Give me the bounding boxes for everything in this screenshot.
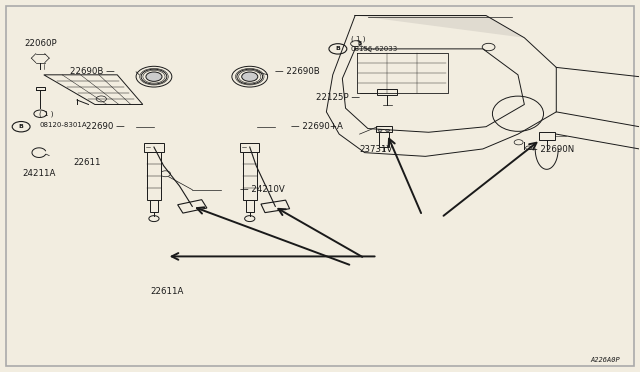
Text: 08120-8301A: 08120-8301A xyxy=(39,122,86,128)
Text: — 22690N: — 22690N xyxy=(529,145,575,154)
Text: — 24210V: — 24210V xyxy=(240,185,285,194)
Circle shape xyxy=(232,66,268,87)
Bar xyxy=(240,143,259,151)
Text: 22060P: 22060P xyxy=(24,39,56,48)
Circle shape xyxy=(34,110,47,118)
Circle shape xyxy=(12,122,30,132)
Text: — 22690B: — 22690B xyxy=(275,67,320,76)
Text: B: B xyxy=(19,124,24,129)
Circle shape xyxy=(141,69,167,84)
Circle shape xyxy=(96,96,106,102)
Circle shape xyxy=(161,171,171,177)
Circle shape xyxy=(386,129,390,132)
Text: 23731V: 23731V xyxy=(360,145,393,154)
Circle shape xyxy=(244,216,255,222)
Circle shape xyxy=(482,43,495,51)
Bar xyxy=(150,201,158,212)
Bar xyxy=(36,87,45,90)
Text: 22611A: 22611A xyxy=(150,287,184,296)
Bar xyxy=(539,132,555,140)
Text: — 22690+A: — 22690+A xyxy=(291,122,343,131)
Polygon shape xyxy=(44,75,143,105)
Bar xyxy=(145,143,164,151)
Polygon shape xyxy=(178,200,207,213)
Bar xyxy=(246,201,254,212)
Circle shape xyxy=(351,41,361,46)
Text: B: B xyxy=(335,46,340,51)
Text: ( 1 ): ( 1 ) xyxy=(351,35,365,42)
Text: B: B xyxy=(358,41,362,46)
Circle shape xyxy=(149,216,159,222)
Circle shape xyxy=(237,69,262,84)
Circle shape xyxy=(329,44,347,54)
Text: A226A0P: A226A0P xyxy=(590,357,620,363)
Bar xyxy=(379,132,389,147)
Circle shape xyxy=(514,140,523,145)
Circle shape xyxy=(136,66,172,87)
Circle shape xyxy=(242,72,258,81)
Text: 24211A: 24211A xyxy=(22,169,56,177)
Text: 08156-62033: 08156-62033 xyxy=(351,46,398,52)
Text: 22690B —: 22690B — xyxy=(70,67,115,76)
Text: 22690 —: 22690 — xyxy=(86,122,125,131)
Bar xyxy=(376,126,392,132)
Circle shape xyxy=(378,129,382,132)
Ellipse shape xyxy=(492,96,543,131)
Text: ( 1 ): ( 1 ) xyxy=(39,110,54,117)
Bar xyxy=(147,151,161,201)
Polygon shape xyxy=(261,200,290,213)
Circle shape xyxy=(525,146,532,150)
Bar xyxy=(243,151,257,201)
Text: 22125P —: 22125P — xyxy=(316,93,360,102)
Bar xyxy=(378,89,397,95)
Text: 22611: 22611 xyxy=(73,158,100,167)
Polygon shape xyxy=(355,16,524,38)
Circle shape xyxy=(146,72,162,81)
